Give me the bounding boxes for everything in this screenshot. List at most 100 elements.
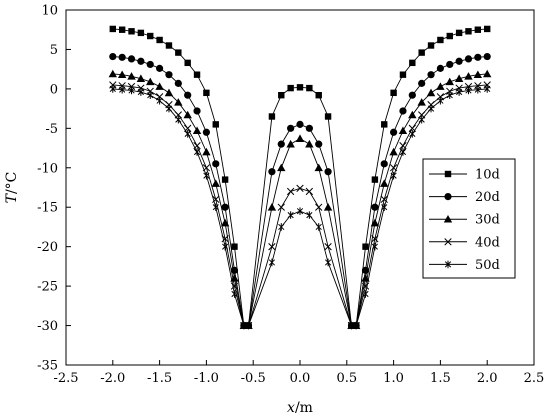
data-point: [231, 243, 238, 250]
data-point: [315, 140, 323, 148]
data-point: [193, 148, 201, 156]
data-point: [381, 203, 388, 212]
data-point: [165, 42, 173, 49]
data-point: [156, 36, 163, 44]
data-point: [436, 82, 445, 90]
legend-item-40d: 40d: [429, 235, 500, 250]
data-point: [174, 98, 183, 106]
x-tick-label: 0.5: [336, 371, 357, 386]
data-point: [436, 64, 444, 72]
data-point: [268, 168, 276, 176]
data-point: [446, 91, 453, 99]
data-point: [483, 52, 491, 61]
data-point: [117, 70, 127, 79]
data-point: [296, 120, 304, 128]
data-point: [296, 184, 304, 192]
x-axis-title: x/m: [287, 400, 313, 416]
data-point: [427, 42, 435, 49]
data-point: [277, 163, 286, 172]
data-point: [220, 218, 230, 227]
x-tick-label: -2.5: [53, 371, 78, 386]
data-point: [483, 69, 492, 78]
data-point: [455, 57, 463, 65]
data-point: [380, 160, 388, 168]
data-point: [324, 168, 332, 176]
data-point: [324, 113, 332, 120]
data-point: [323, 203, 333, 211]
data-point: [305, 187, 314, 196]
data-point: [426, 88, 436, 97]
legend-label: 40d: [475, 235, 500, 250]
data-point: [455, 29, 463, 37]
data-point: [287, 124, 295, 132]
data-point: [305, 124, 313, 132]
data-point: [267, 203, 277, 211]
data-point: [427, 71, 435, 79]
x-axis-title-unit: /m: [295, 400, 313, 416]
x-tick-label: 1.0: [383, 371, 404, 386]
data-point: [473, 70, 483, 79]
data-point: [245, 321, 252, 330]
data-point: [464, 55, 473, 63]
data-point: [119, 85, 126, 94]
data-point: [362, 243, 369, 250]
y-tick-label: -10: [37, 161, 58, 176]
legend-marker: [444, 193, 452, 201]
data-point: [390, 89, 397, 97]
data-point: [437, 96, 444, 105]
data-point: [137, 57, 145, 65]
data-point: [324, 258, 332, 267]
data-point: [277, 203, 285, 211]
y-tick-label: 5: [50, 43, 58, 58]
series-layer: [108, 25, 492, 330]
data-point: [380, 195, 388, 203]
data-point: [456, 88, 463, 96]
data-point: [109, 25, 116, 33]
data-point: [399, 71, 407, 78]
data-point: [165, 104, 173, 113]
data-point: [418, 115, 425, 124]
data-point: [184, 91, 192, 99]
data-point: [306, 84, 313, 92]
data-point: [128, 28, 135, 35]
data-point: [324, 243, 332, 251]
x-axis-title-var: x: [287, 400, 295, 416]
data-point: [137, 88, 144, 96]
data-point: [192, 126, 202, 135]
data-point: [277, 140, 285, 148]
data-point: [418, 49, 425, 56]
legend-marker: [444, 260, 452, 269]
data-point: [390, 171, 397, 180]
data-point: [212, 121, 219, 128]
data-point: [211, 179, 220, 187]
legend-marker: [443, 215, 453, 223]
y-axis-title: T/°C: [4, 172, 20, 204]
data-point: [147, 32, 154, 40]
data-point: [202, 128, 210, 136]
data-point: [146, 60, 154, 69]
data-point: [193, 71, 201, 78]
y-axis-title-unit: /°C: [4, 172, 20, 194]
data-point: [287, 211, 294, 219]
data-point: [315, 92, 322, 99]
data-point: [286, 187, 295, 196]
data-point: [445, 77, 454, 86]
data-point: [230, 274, 239, 282]
data-point: [353, 321, 360, 330]
data-point: [147, 91, 154, 99]
data-point: [127, 72, 136, 80]
data-point: [408, 110, 417, 119]
y-tick-label: -15: [37, 201, 58, 216]
legend-marker: [444, 170, 452, 178]
data-point: [156, 96, 163, 105]
data-point: [203, 89, 210, 97]
data-point: [174, 79, 182, 87]
x-tick-label: 2.5: [524, 371, 545, 386]
data-point: [465, 86, 472, 95]
data-point: [278, 223, 285, 231]
legend-label: 30d: [475, 213, 500, 228]
legend-label: 20d: [475, 190, 500, 205]
data-point: [381, 121, 388, 128]
data-point: [118, 53, 126, 61]
